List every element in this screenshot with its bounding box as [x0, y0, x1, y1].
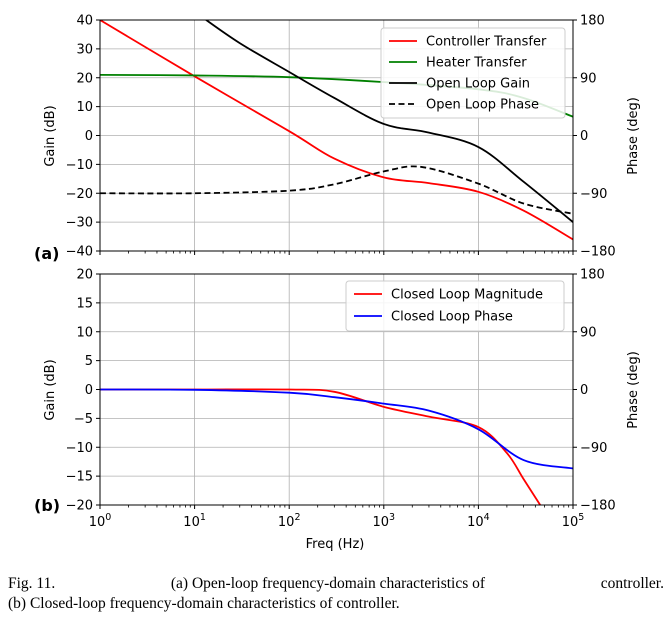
- legend-label: Open Loop Gain: [426, 77, 530, 92]
- legend-label: Open Loop Phase: [426, 98, 539, 113]
- caption-part-a-end: controller.: [600, 575, 664, 592]
- panel-a: 40 30 20 10 0 −10 −20 −30 −40 180 90 0 −90 −180 (a) G…: [34, 14, 641, 264]
- y-tick-label-left: −40: [66, 245, 93, 260]
- panel-a-ticks: 40 30 20 10 0 −10 −20 −30 −40 180 90 0 −90 −180: [66, 14, 616, 260]
- x-tick-label: 105: [562, 512, 585, 530]
- y-tick-label-left: 0: [85, 383, 93, 398]
- series-line-closed-loop-phase: [100, 388, 573, 470]
- y-tick-label-left: −20: [66, 187, 93, 202]
- legend-label: Heater Transfer: [426, 56, 527, 71]
- caption-figure-number: Fig. 11.: [8, 575, 56, 592]
- y-tick-label-left: −15: [66, 470, 93, 485]
- y-tick-label-right: 180: [580, 14, 605, 29]
- y-tick-label-left: −30: [66, 216, 93, 231]
- panel-a-legend: Controller Transfer Heater Transfer Open L…: [380, 27, 566, 119]
- legend-box: [380, 27, 566, 119]
- series-line-open-loop-phase: [100, 165, 573, 215]
- legend-label: Closed Loop Magnitude: [391, 288, 543, 303]
- panel-b-ylabel: Gain (dB): [43, 359, 58, 420]
- y-tick-label-right: 180: [580, 268, 605, 283]
- y-tick-label-left: 5: [85, 354, 93, 369]
- y-tick-label-right: 90: [580, 325, 597, 340]
- y-tick-label-right: 0: [580, 129, 588, 144]
- y-tick-label-left: 20: [76, 268, 93, 283]
- panel-b-ylabel-right: Phase (deg): [626, 351, 641, 429]
- caption-part-b: (b) Closed-loop frequency-domain charact…: [8, 595, 400, 612]
- y-tick-label-left: 10: [76, 100, 93, 115]
- panel-b: 100 101 102 103 104 10520151050−5−10−15−20180…: [34, 268, 641, 553]
- y-tick-label-left: −5: [74, 412, 93, 427]
- y-tick-label-right: −180: [580, 499, 616, 514]
- y-tick-label-right: 0: [580, 383, 588, 398]
- y-tick-label-left: −10: [66, 158, 93, 173]
- legend-label: Closed Loop Phase: [391, 310, 513, 325]
- y-tick-label-right: −180: [580, 245, 616, 260]
- y-tick-label-left: 20: [76, 71, 93, 86]
- legend-box: [345, 280, 565, 332]
- x-axis-label: Freq (Hz): [306, 537, 365, 552]
- panel-a-ylabel: Gain (dB): [43, 105, 58, 166]
- series-line-open-loop-gain: [204, 20, 573, 223]
- panel-b-series: [100, 388, 573, 505]
- panel-b-label: (b): [34, 496, 60, 515]
- caption-part-a: (a) Open-loop frequency-domain character…: [170, 575, 486, 592]
- x-tick-label: 101: [183, 512, 206, 530]
- y-tick-label-left: 10: [76, 325, 93, 340]
- x-tick-label: 103: [373, 512, 396, 530]
- y-tick-label-left: −20: [66, 499, 93, 514]
- figure-caption: Fig. 11. (a) Open-loop frequency-domain …: [8, 574, 664, 614]
- x-tick-label: 104: [467, 512, 490, 530]
- y-tick-label-right: 90: [580, 71, 597, 86]
- y-tick-label-left: 0: [85, 129, 93, 144]
- y-tick-label-left: 15: [76, 296, 93, 311]
- panel-b-ticks: 100 101 102 103 104 10520151050−5−10−15−20180…: [66, 268, 616, 531]
- series-line-closed-loop-magnitude: [100, 388, 541, 505]
- x-tick-label: 102: [278, 512, 301, 530]
- y-tick-label-left: −10: [66, 441, 93, 456]
- legend-label: Controller Transfer: [426, 35, 547, 50]
- y-tick-label-left: 40: [76, 14, 93, 29]
- series-line-controller-transfer: [100, 20, 573, 241]
- y-tick-label-right: −90: [580, 187, 607, 202]
- x-tick-label: 100: [89, 512, 112, 530]
- panel-b-legend: Closed Loop Magnitude Closed Loop Phase: [345, 280, 565, 332]
- panel-a-label: (a): [34, 244, 59, 263]
- y-tick-label-left: 30: [76, 42, 93, 57]
- y-tick-label-right: −90: [580, 441, 607, 456]
- panel-a-ylabel-right: Phase (deg): [626, 97, 641, 175]
